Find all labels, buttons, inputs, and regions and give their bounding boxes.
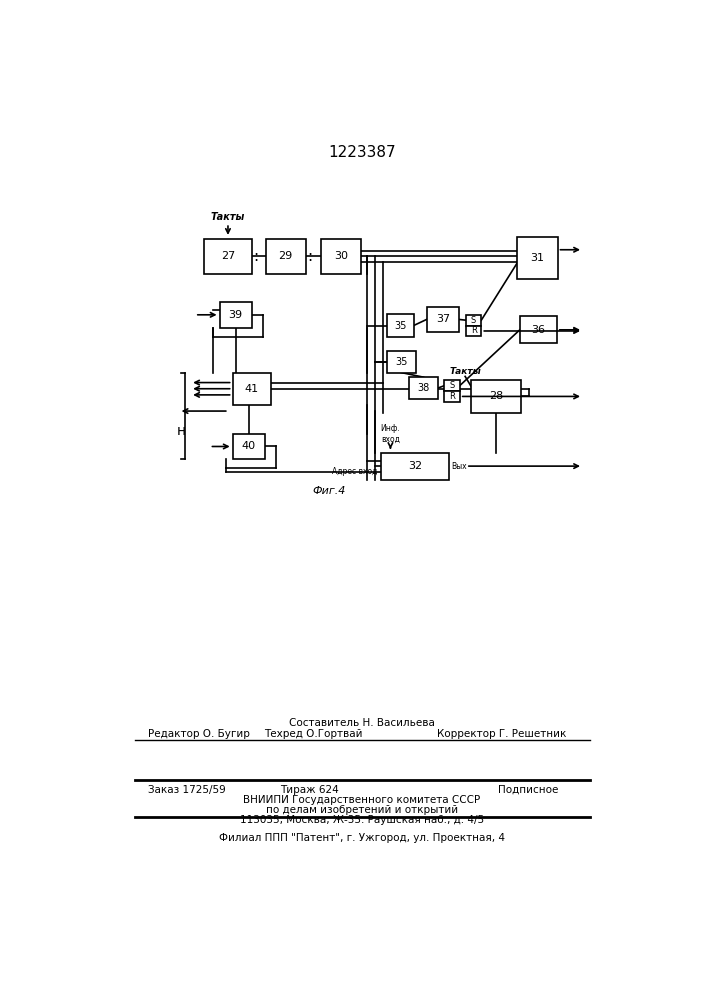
Text: 36: 36: [531, 325, 545, 335]
Text: 35: 35: [395, 357, 407, 367]
Text: 39: 39: [228, 310, 243, 320]
Bar: [520, 316, 557, 343]
Text: 113035, Москва, Ж-35. Раушская наб., д. 4/5: 113035, Москва, Ж-35. Раушская наб., д. …: [240, 815, 484, 825]
Text: Заказ 1725/59: Заказ 1725/59: [148, 785, 226, 795]
Bar: [266, 239, 305, 274]
Bar: [387, 314, 414, 337]
Text: н: н: [177, 424, 185, 438]
Bar: [219, 302, 252, 328]
Text: 35: 35: [394, 321, 407, 331]
Bar: [426, 307, 459, 332]
Text: 32: 32: [408, 461, 422, 471]
Bar: [387, 351, 416, 373]
Text: Фиг.4: Фиг.4: [312, 486, 346, 496]
Text: 31: 31: [530, 253, 544, 263]
Bar: [472, 380, 521, 413]
Text: Подписное: Подписное: [498, 785, 559, 795]
Bar: [381, 453, 449, 480]
Text: :: :: [307, 249, 312, 264]
Text: по делам изобретений и открытий: по делам изобретений и открытий: [266, 805, 458, 815]
Bar: [444, 391, 460, 402]
Text: 30: 30: [334, 251, 348, 261]
Text: Адрес вход: Адрес вход: [332, 467, 378, 476]
Text: S: S: [471, 316, 477, 325]
Bar: [233, 373, 271, 405]
Text: Такты: Такты: [211, 212, 245, 222]
Text: 1223387: 1223387: [328, 145, 396, 160]
Text: Филиал ППП "Патент", г. Ужгород, ул. Проектная, 4: Филиал ППП "Патент", г. Ужгород, ул. Про…: [219, 833, 505, 843]
Text: Инф.
вход: Инф. вход: [380, 424, 400, 443]
Bar: [466, 315, 481, 326]
Bar: [518, 237, 558, 279]
Bar: [444, 380, 460, 391]
Text: Такты: Такты: [449, 367, 481, 376]
Text: 40: 40: [242, 441, 256, 451]
Text: Тираж 624: Тираж 624: [280, 785, 339, 795]
Text: S: S: [450, 381, 455, 390]
Text: R: R: [471, 326, 477, 335]
Text: Редактор О. Бугир: Редактор О. Бугир: [148, 729, 250, 739]
Text: 37: 37: [436, 314, 450, 324]
Text: R: R: [449, 392, 455, 401]
Text: 27: 27: [221, 251, 235, 261]
Text: Вых: Вых: [451, 462, 467, 471]
Bar: [409, 377, 438, 399]
Bar: [204, 239, 252, 274]
Bar: [233, 434, 265, 459]
Text: 28: 28: [489, 391, 503, 401]
Bar: [466, 326, 481, 336]
Text: 38: 38: [417, 383, 430, 393]
Text: Составитель Н. Васильева: Составитель Н. Васильева: [289, 718, 435, 728]
Text: :: :: [253, 249, 258, 264]
Bar: [321, 239, 361, 274]
Text: Техред О.Гортвай: Техред О.Гортвай: [264, 729, 363, 739]
Text: Корректор Г. Решетник: Корректор Г. Решетник: [438, 729, 567, 739]
Text: 29: 29: [279, 251, 293, 261]
Text: 41: 41: [245, 384, 259, 394]
Text: ВНИИПИ Государственного комитета СССР: ВНИИПИ Государственного комитета СССР: [243, 795, 481, 805]
